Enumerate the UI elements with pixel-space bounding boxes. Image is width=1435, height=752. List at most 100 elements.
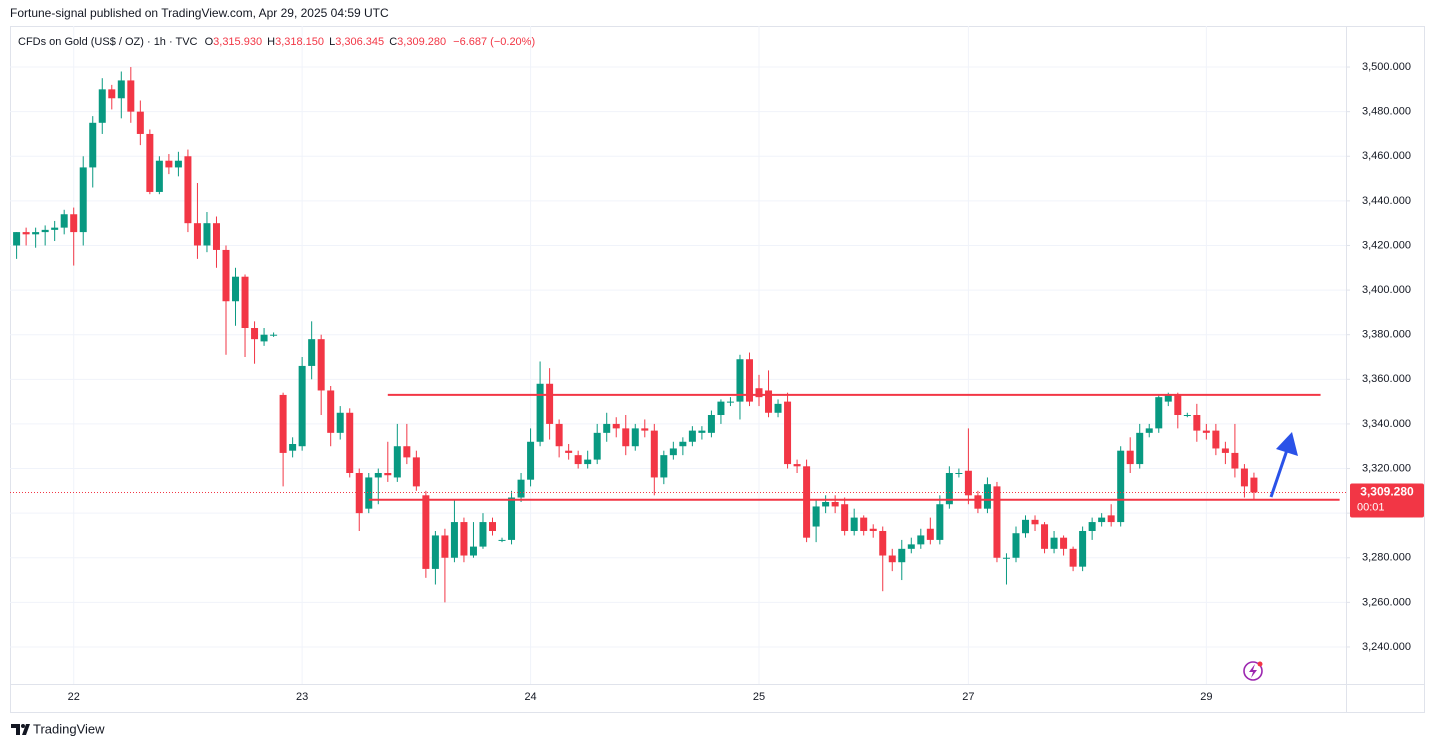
candle-body	[450, 522, 458, 558]
brand: TradingView	[11, 721, 105, 736]
candle-body	[688, 430, 696, 442]
candle-body	[926, 528, 934, 540]
candle-body	[279, 394, 287, 453]
price-tag-label: 3,309.280	[1360, 485, 1414, 499]
icon-bolt	[1249, 664, 1257, 678]
candle-body	[146, 133, 154, 192]
candle-body	[1145, 428, 1153, 433]
countdown: 00:01	[1357, 501, 1385, 513]
candle-body	[565, 450, 573, 453]
candle-body	[1221, 448, 1229, 453]
candle-body	[993, 486, 1001, 558]
candle-body	[327, 390, 335, 433]
y-tick-label: 3,480.000	[1362, 106, 1411, 118]
field-o: O	[205, 36, 214, 48]
candle-body	[726, 401, 734, 403]
candle-body	[289, 443, 297, 451]
candle-body	[393, 446, 401, 478]
candle-body	[745, 359, 753, 402]
brand-logo	[11, 724, 30, 735]
candle-body	[888, 555, 896, 563]
candle-body	[660, 455, 668, 478]
candle-body	[1060, 537, 1068, 549]
candle-body	[1202, 430, 1210, 433]
candle-body	[174, 160, 182, 168]
candle-body	[555, 423, 563, 447]
candle-body	[127, 80, 135, 112]
x-tick-label: 23	[296, 691, 308, 703]
candle-body	[32, 232, 40, 235]
field-h: H	[267, 36, 275, 48]
candle-body	[955, 472, 963, 474]
candle-body	[60, 214, 68, 228]
candle-body	[536, 383, 544, 442]
candle-body	[784, 401, 792, 465]
y-tick-label: 3,360.000	[1362, 373, 1411, 385]
candle-body	[165, 160, 173, 168]
candle-body	[1079, 530, 1087, 567]
candle-body	[346, 412, 354, 473]
candle-body	[98, 89, 106, 123]
candle-body	[574, 455, 582, 465]
candle-body	[527, 441, 535, 480]
x-tick-label: 29	[1200, 691, 1212, 703]
candle-body	[546, 383, 554, 424]
candle-body	[869, 528, 877, 531]
candle-body	[13, 232, 21, 246]
candle-body	[1155, 397, 1163, 429]
high-label: 3,318.150	[275, 36, 324, 48]
candle-body	[1088, 522, 1096, 531]
candle-body	[232, 276, 240, 302]
candle-body	[812, 506, 820, 527]
candle-body	[412, 457, 420, 487]
alert-icon	[1243, 661, 1263, 681]
candle-body	[374, 472, 382, 478]
candle-body	[774, 403, 782, 413]
candle-body	[1050, 537, 1058, 549]
x-tick-label: 27	[962, 691, 974, 703]
candle-body	[593, 432, 601, 460]
candle-body	[203, 223, 211, 246]
change: −6.687 (−0.20%)	[453, 36, 535, 48]
candle-body	[41, 229, 49, 233]
candle-body	[736, 359, 744, 402]
candle-body	[365, 477, 373, 509]
candle-body	[1250, 477, 1258, 493]
price-tag	[1350, 483, 1424, 518]
candle-body	[441, 535, 449, 558]
candle-body	[89, 122, 97, 168]
candle-body	[1174, 394, 1182, 416]
x-tick-label: 24	[524, 691, 536, 703]
candle-body	[841, 504, 849, 531]
candle-body	[1231, 452, 1239, 469]
y-tick-label: 3,240.000	[1362, 641, 1411, 653]
candle-body	[355, 472, 363, 514]
candle-body	[222, 249, 230, 302]
candle-body	[431, 535, 439, 569]
candle-body	[155, 160, 163, 192]
arrow-head	[1276, 432, 1298, 456]
candle-body	[945, 472, 953, 505]
candle-body	[631, 428, 639, 447]
candle-body	[860, 517, 868, 531]
candle-body	[108, 89, 116, 99]
candle-body	[241, 276, 249, 329]
candle-body	[917, 535, 925, 545]
y-tick-label: 3,380.000	[1362, 329, 1411, 341]
candle-body	[803, 466, 811, 538]
candle-body	[136, 111, 144, 134]
candle-body	[698, 430, 706, 433]
candle-body	[1212, 430, 1220, 449]
candle-body	[850, 517, 858, 531]
y-tick-label: 3,320.000	[1362, 462, 1411, 474]
candle-body	[622, 428, 630, 447]
candle-body	[669, 448, 677, 456]
candle-body	[384, 472, 392, 476]
candle-body	[1041, 524, 1049, 549]
candle-body	[983, 484, 991, 509]
low-label: 3,306.345	[335, 36, 384, 48]
candle-body	[308, 339, 316, 366]
candle-body	[298, 365, 306, 447]
candle-body	[1107, 515, 1115, 523]
